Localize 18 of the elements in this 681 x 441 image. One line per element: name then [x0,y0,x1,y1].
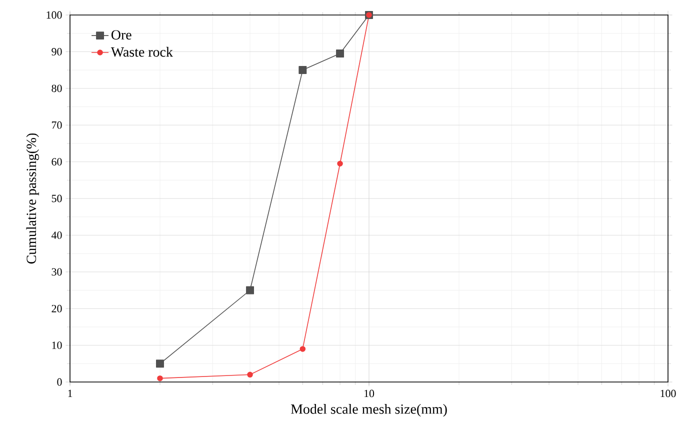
y-tick-label: 30 [52,268,62,276]
legend-label: Waste rock [110,46,173,57]
y-tick-label: 10 [52,342,62,349]
y-tick-label: 50 [52,194,62,202]
y-tick-label: 20 [52,304,62,312]
y-tick-label: 100 [46,11,62,19]
y-tick-label: 60 [52,158,62,166]
x-tick-label: 100 [660,390,676,398]
y-tick-label: 70 [52,121,62,129]
x-tick-label: 10 [364,390,374,398]
y-axis-title: Cumulative passing(%) [26,133,39,264]
x-tick-label: 1 [68,390,72,398]
x-axis-title: Model scale mesh size(mm) [290,404,447,417]
legend-label: Ore [112,30,132,40]
y-tick-label: 80 [52,84,62,92]
y-tick-label: 90 [52,48,62,56]
y-tick-label: 40 [51,232,62,239]
y-tick-label: 0 [57,378,62,386]
